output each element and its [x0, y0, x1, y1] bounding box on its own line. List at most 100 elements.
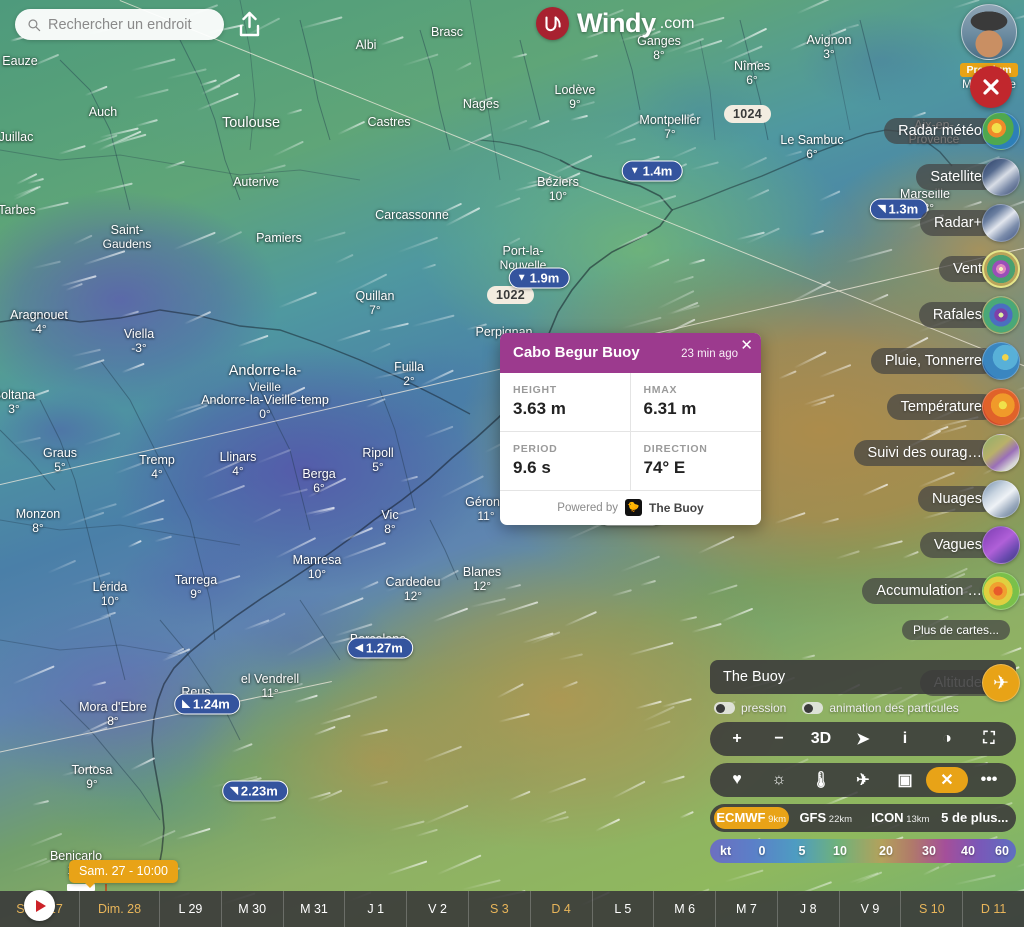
wave-marker[interactable]: ◀ 1.27m: [347, 637, 413, 659]
timeline-day[interactable]: V 2: [407, 891, 469, 927]
layer-item-rafales[interactable]: Rafales: [918, 296, 1020, 334]
layer-item-suivi-des-ourag[interactable]: Suivi des ourag…: [853, 434, 1020, 472]
timeline-day[interactable]: J 8: [778, 891, 840, 927]
scale-value: 30: [922, 844, 936, 858]
wind-streak: [539, 810, 568, 823]
wave-height-value: 1.4m: [642, 163, 673, 179]
timeline-day[interactable]: V 9: [840, 891, 902, 927]
layer-item-vent[interactable]: Vent: [938, 250, 1020, 288]
toggle-animation[interactable]: animation des particules: [802, 701, 959, 715]
avatar[interactable]: [961, 4, 1017, 60]
search-input[interactable]: Rechercher un endroit: [15, 9, 224, 40]
more-maps-button[interactable]: Plus de cartes...: [901, 618, 1020, 642]
brand-suffix: .com: [659, 14, 695, 32]
timeline-day[interactable]: Dim. 28: [80, 891, 161, 927]
buoy-popup-close-icon[interactable]: ✕: [740, 337, 753, 354]
toggle-pression[interactable]: pression: [714, 701, 786, 715]
layer-item-nuages[interactable]: Nuages: [918, 480, 1020, 518]
active-layer-bar[interactable]: The Buoy ✕: [710, 660, 1016, 694]
wind-streak: [78, 718, 116, 737]
timeline-day[interactable]: D 4: [531, 891, 593, 927]
zoom-out-icon[interactable]: −: [774, 730, 784, 747]
layer-item-vagues[interactable]: Vagues: [919, 526, 1020, 564]
locate-icon[interactable]: ➤: [856, 731, 870, 748]
city-label: Toulouse: [222, 115, 280, 131]
timeline-day[interactable]: M 30: [222, 891, 284, 927]
model-option-gfs[interactable]: GFS 22km: [789, 807, 864, 829]
wind-streak: [643, 719, 672, 731]
layer-thumbnail-icon[interactable]: [982, 526, 1020, 564]
model-name: ECMWF: [716, 810, 766, 825]
city-temperature: 10°: [307, 567, 327, 581]
timeline-day[interactable]: S 3: [469, 891, 531, 927]
layer-thumbnail-icon[interactable]: [982, 434, 1020, 472]
map-toggles[interactable]: pression animation des particules: [710, 701, 1016, 715]
zoom-in-icon[interactable]: +: [732, 730, 742, 747]
layer-item-radar-m-t-o[interactable]: Radar météo: [884, 112, 1020, 150]
layer-thumbnail-icon[interactable]: [982, 158, 1020, 196]
more-button[interactable]: •••: [980, 771, 998, 788]
airplane-icon[interactable]: ✈: [982, 664, 1020, 702]
wave-marker[interactable]: ◣ 1.24m: [174, 693, 240, 715]
layer-thumbnail-icon[interactable]: [982, 480, 1020, 518]
airports-icon[interactable]: ✈: [856, 772, 870, 789]
search-icon: [28, 18, 41, 31]
favorites-icon[interactable]: ♥: [732, 771, 742, 788]
3d-mode-button[interactable]: 3D: [810, 730, 832, 747]
city-temperature: Gaudens: [102, 237, 152, 251]
close-icon[interactable]: ✕: [926, 767, 968, 793]
layer-item-satellite[interactable]: Satellite: [916, 158, 1020, 196]
timeline-day[interactable]: D 11: [980, 902, 1007, 916]
timeline-day[interactable]: M 31: [284, 891, 346, 927]
info-icon[interactable]: i: [902, 730, 908, 747]
buoy-popup[interactable]: Cabo Begur Buoy 23 min ago ✕ HEIGHT 3.63…: [500, 333, 761, 525]
fullscreen-icon[interactable]: ⛶: [983, 730, 995, 747]
control-row-secondary[interactable]: ♥ ☼ 🌡 ✈ ▣ ✕ •••: [710, 763, 1016, 797]
timeline-day[interactable]: L 5: [593, 891, 655, 927]
toggle-switch-icon[interactable]: [802, 702, 824, 714]
model-option-5-de-plus[interactable]: 5 de plus...: [938, 807, 1013, 829]
layer-thumbnail-icon[interactable]: [982, 250, 1020, 288]
layer-item-accumulation[interactable]: Accumulation …: [862, 572, 1020, 610]
layer-thumbnail-icon[interactable]: [982, 112, 1020, 150]
layer-item-radar[interactable]: Radar+: [920, 204, 1020, 242]
timeline-day[interactable]: S 10: [901, 891, 964, 927]
wave-marker[interactable]: ▼ 1.9m: [508, 267, 570, 289]
layer-thumbnail-icon[interactable]: [982, 204, 1020, 242]
play-button[interactable]: [24, 890, 55, 921]
weather-icon[interactable]: ☼: [771, 771, 787, 788]
layer-menu[interactable]: Radar météo Satellite Radar+ Vent Rafales Plu…: [853, 112, 1020, 702]
layer-thumbnail-icon[interactable]: [982, 296, 1020, 334]
timeline-day[interactable]: M 6: [654, 891, 717, 927]
windy-logo[interactable]: Windy .com: [536, 7, 694, 40]
wave-marker[interactable]: ▼ 1.4m: [621, 160, 683, 182]
timeline-day[interactable]: L 29: [160, 891, 222, 927]
model-option-ecmwf[interactable]: ECMWF 9km: [714, 807, 789, 829]
wind-streak: [135, 518, 164, 527]
wave-marker[interactable]: ◥ 2.23m: [222, 780, 288, 802]
timeline-cursor[interactable]: [67, 884, 95, 891]
map-controls-panel[interactable]: The Buoy ✕ pression animation des particu…: [710, 660, 1016, 863]
wind-scale-legend[interactable]: kt 0 5 10 20 30 40 60: [710, 839, 1016, 863]
timeline-day[interactable]: J 1: [345, 891, 408, 927]
layer-thumbnail-icon[interactable]: [982, 388, 1020, 426]
layer-item-pluie-tonnerre[interactable]: Pluie, Tonnerre: [870, 342, 1020, 380]
webcams-icon[interactable]: ▣: [897, 772, 913, 789]
timeline-day[interactable]: M 7: [716, 891, 778, 927]
close-menu-button[interactable]: [970, 66, 1012, 108]
wind-streak: [697, 535, 735, 555]
layer-item-temp-rature[interactable]: Température: [886, 388, 1020, 426]
wind-streak: [299, 15, 343, 29]
layer-thumbnail-icon[interactable]: [982, 572, 1020, 610]
control-row-primary[interactable]: + − 3D ➤ i ◑ ⛶: [710, 722, 1016, 756]
model-option-icon[interactable]: ICON 13km: [863, 807, 938, 829]
hurricane-icon[interactable]: ◑: [942, 730, 952, 747]
layer-thumbnail-icon[interactable]: [982, 342, 1020, 380]
thermometer-icon[interactable]: 🌡: [810, 772, 832, 789]
model-selector[interactable]: ECMWF 9km GFS 22km ICON 13km 5 de plus...: [710, 804, 1016, 832]
share-button[interactable]: [233, 8, 265, 40]
city-name: Nages: [462, 97, 500, 111]
toggle-switch-icon[interactable]: [714, 702, 735, 714]
wave-marker[interactable]: ◥ 1.3m: [869, 198, 929, 220]
